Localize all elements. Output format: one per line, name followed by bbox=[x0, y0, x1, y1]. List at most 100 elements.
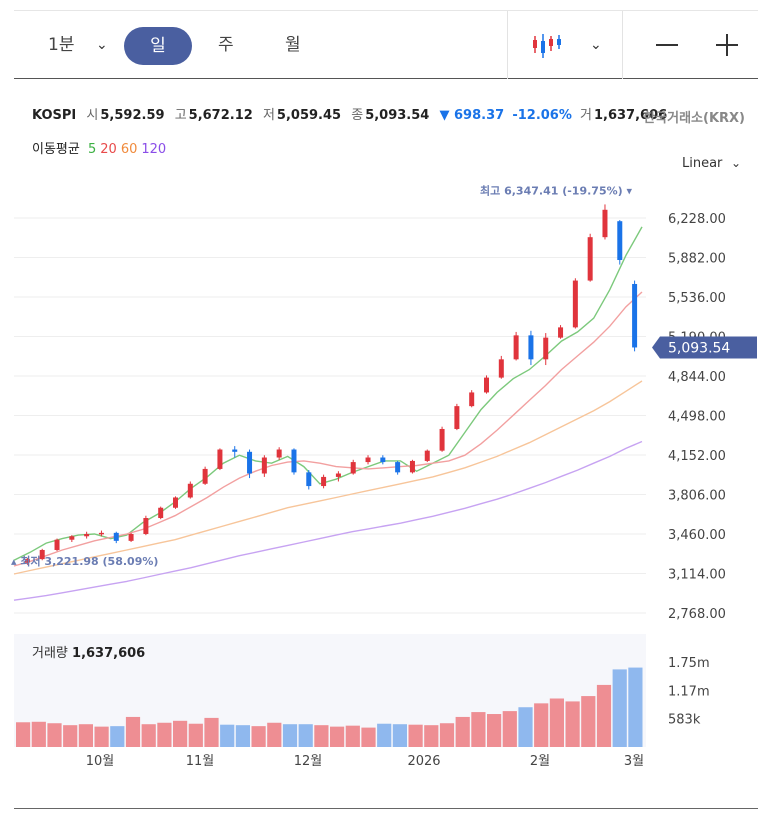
volume-bar bbox=[455, 716, 470, 747]
candle-body bbox=[291, 449, 297, 473]
volume-bar bbox=[502, 711, 517, 747]
volume-bar bbox=[534, 703, 549, 747]
volume-panel-label: 거래량 bbox=[32, 646, 68, 661]
candle-body bbox=[395, 462, 401, 473]
volume-bar bbox=[220, 724, 235, 747]
plus-icon-vertical[interactable] bbox=[726, 34, 728, 56]
volume-bar bbox=[314, 725, 329, 747]
candle-body bbox=[335, 473, 341, 477]
candle-body bbox=[54, 539, 60, 550]
ma-line-60 bbox=[13, 380, 643, 575]
y-tick-label: 5,882.00 bbox=[668, 252, 726, 267]
low-label: 저 bbox=[262, 108, 275, 123]
tab-week[interactable]: 주 bbox=[218, 35, 234, 55]
close-label: 종 bbox=[351, 108, 364, 123]
x-tick-label: 3월 bbox=[624, 754, 644, 769]
minus-icon[interactable] bbox=[656, 44, 678, 46]
x-tick-label: 12월 bbox=[294, 754, 323, 769]
ma-line-20 bbox=[13, 291, 643, 567]
candle-body bbox=[158, 507, 164, 519]
volume-bar bbox=[612, 669, 627, 747]
volume-bar bbox=[204, 717, 219, 747]
y-tick-label: 5,536.00 bbox=[668, 291, 726, 306]
candlestick-icon[interactable] bbox=[532, 31, 566, 61]
volume-bar bbox=[345, 725, 360, 747]
current-price-tag bbox=[652, 336, 757, 359]
low-annotation: ▴ 최저 3,221.98 (58.09%) bbox=[11, 554, 158, 568]
volume-bar bbox=[581, 696, 596, 747]
candle-body bbox=[380, 457, 386, 463]
volume-bar bbox=[628, 667, 643, 747]
volume-bar bbox=[330, 726, 345, 747]
candle-body bbox=[247, 451, 253, 474]
volume-bar bbox=[63, 725, 78, 747]
ma-period-120: 120 bbox=[141, 142, 167, 157]
moving-average-label: 이동평균 bbox=[32, 142, 80, 157]
toolbar-divider bbox=[507, 11, 508, 79]
ma-line-120 bbox=[13, 440, 643, 601]
y-tick-label: 4,498.00 bbox=[668, 410, 726, 425]
candle-body bbox=[543, 337, 549, 360]
volume-bar bbox=[47, 723, 62, 747]
candle-body bbox=[469, 392, 475, 407]
volume-bar bbox=[282, 724, 298, 747]
volume-tick-label: 583k bbox=[668, 713, 701, 728]
x-tick-label: 10월 bbox=[86, 754, 115, 769]
candle-body bbox=[98, 532, 104, 535]
candle-body bbox=[572, 280, 578, 328]
high-annotation: 최고 6,347.41 (-19.75%) ▾ bbox=[480, 183, 632, 197]
change-percent: -12.06% bbox=[512, 108, 572, 123]
symbol: KOSPI bbox=[32, 108, 77, 123]
tab-day[interactable]: 일 bbox=[124, 27, 192, 65]
candle-body bbox=[617, 221, 623, 261]
candle-body bbox=[602, 209, 608, 238]
low-value: 5,059.45 bbox=[276, 108, 342, 123]
volume-bar bbox=[141, 724, 156, 747]
candle-body bbox=[632, 283, 638, 348]
y-tick-label: 4,152.00 bbox=[668, 449, 726, 464]
y-tick-label: 3,460.00 bbox=[668, 528, 726, 543]
candle-body bbox=[113, 532, 119, 541]
candle-body bbox=[217, 449, 223, 469]
volume-label: 거 bbox=[580, 108, 592, 123]
volume-bar bbox=[157, 722, 172, 747]
volume-value: 1,637,606 bbox=[593, 108, 668, 123]
chevron-down-icon: ⌄ bbox=[96, 37, 108, 53]
volume-bar bbox=[235, 725, 250, 747]
volume-bar bbox=[408, 724, 423, 747]
candle-body bbox=[69, 536, 75, 540]
volume-bar bbox=[487, 714, 502, 747]
bottom-divider bbox=[14, 808, 758, 809]
x-tick-label: 2026 bbox=[407, 754, 440, 769]
open-label: 시 bbox=[86, 108, 99, 123]
volume-bar bbox=[518, 707, 533, 747]
candle-body bbox=[39, 549, 45, 560]
tab-month[interactable]: 월 bbox=[285, 35, 301, 55]
chart-type-dropdown-chevron-icon[interactable]: ⌄ bbox=[590, 37, 602, 53]
minute-period-label: 1분 bbox=[48, 35, 75, 55]
quote-summary: KOSPI 시 5,592.59 고 5,672.12 저 5,059.45 종 5,0… bbox=[32, 104, 673, 123]
toolbar-divider bbox=[622, 11, 623, 79]
candle-body bbox=[321, 476, 327, 487]
scale-mode-select[interactable]: Linear bbox=[682, 156, 723, 171]
volume-tick-label: 1.75m bbox=[668, 656, 710, 671]
volume-bar bbox=[125, 716, 141, 747]
candle-body bbox=[202, 468, 208, 484]
ma-period-60: 60 bbox=[120, 142, 138, 157]
volume-panel-value: 1,637,606 bbox=[72, 646, 146, 661]
volume-bar bbox=[78, 724, 93, 747]
candle-body bbox=[498, 359, 504, 378]
candle-body bbox=[528, 335, 534, 360]
high-label: 고 bbox=[174, 108, 187, 123]
volume-bar bbox=[31, 721, 46, 747]
volume-bar bbox=[549, 698, 564, 747]
x-tick-label: 11월 bbox=[186, 754, 215, 769]
volume-bar bbox=[424, 725, 439, 747]
scale-chevron-down-icon[interactable]: ⌄ bbox=[731, 156, 742, 170]
candle-body bbox=[409, 460, 415, 473]
candle-body bbox=[276, 449, 282, 458]
volume-bar bbox=[439, 723, 455, 747]
candle-body bbox=[306, 472, 312, 487]
minute-period-dropdown[interactable]: 1분 ⌄ bbox=[48, 11, 108, 79]
